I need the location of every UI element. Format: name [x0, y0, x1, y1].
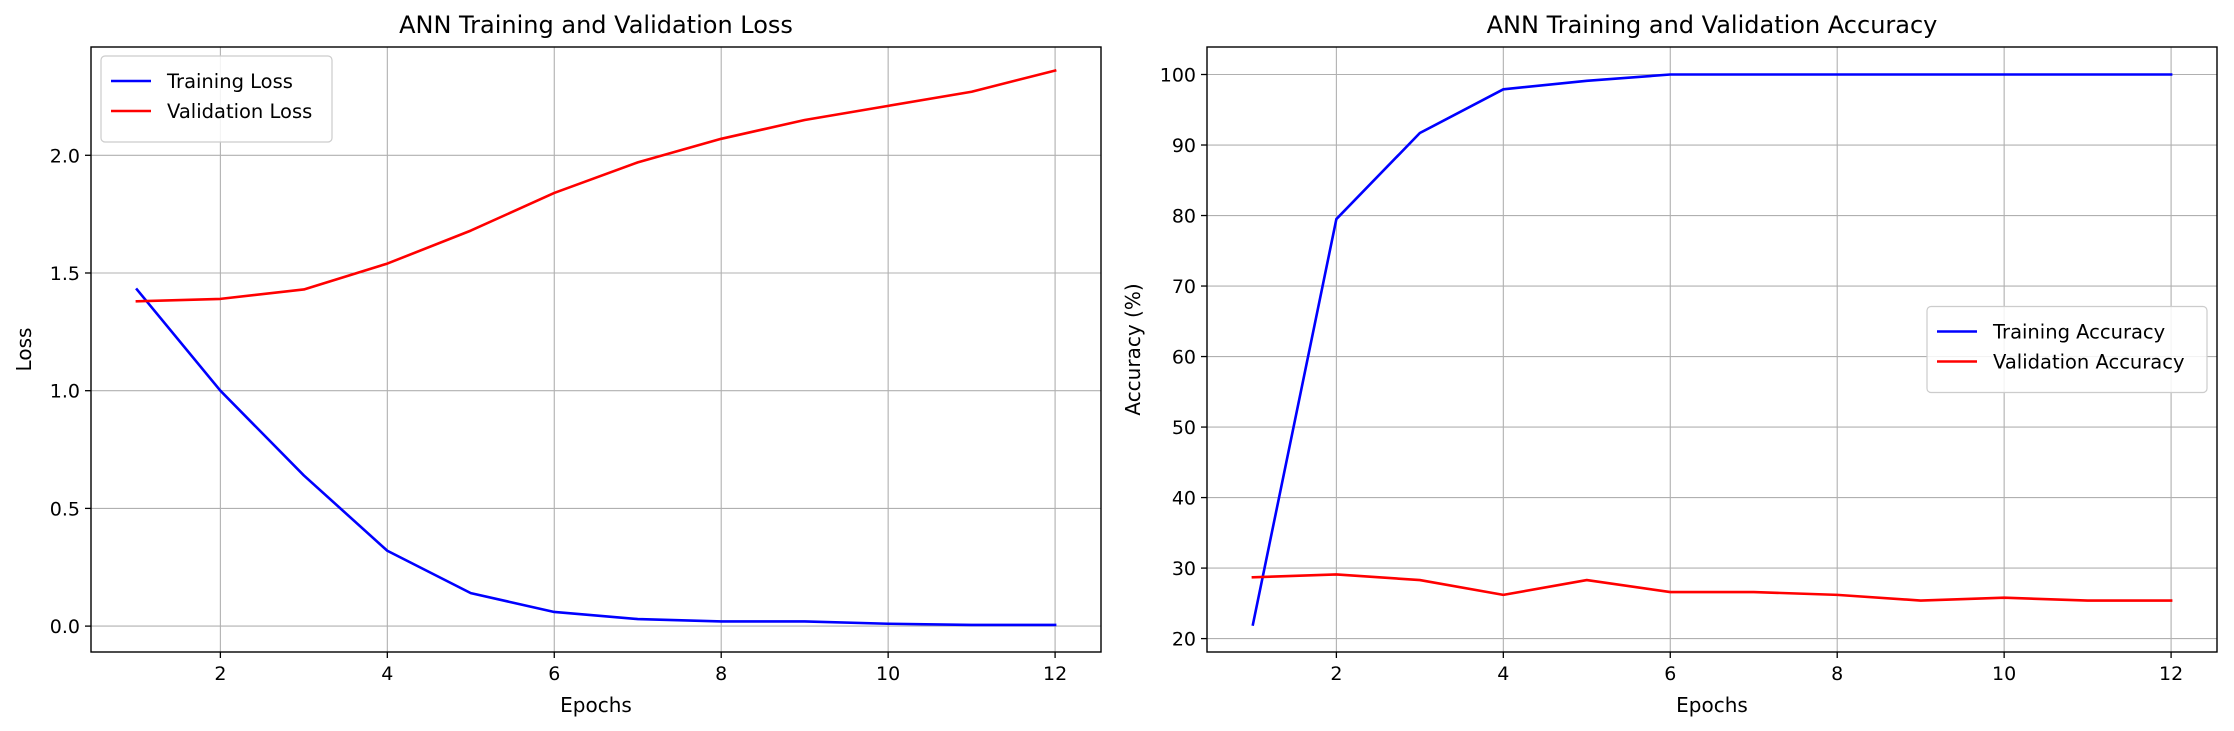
- y-tick-label: 30: [1172, 558, 1196, 580]
- axes-frame: [90, 46, 1102, 653]
- x-axis-label: Epochs: [1676, 693, 1748, 717]
- chart-title: ANN Training and Validation Loss: [399, 11, 793, 39]
- x-tick-label: 6: [1664, 663, 1676, 685]
- y-tick-label: 40: [1172, 488, 1196, 510]
- x-tick-label: 8: [1831, 663, 1843, 685]
- legend: Training Loss Validation Loss: [100, 55, 333, 143]
- x-tick-label: 10: [876, 663, 900, 685]
- x-tick-label: 4: [381, 663, 393, 685]
- y-tick-label: 0.0: [50, 616, 80, 638]
- series-line-2: [1251, 573, 2173, 602]
- x-tick-label: 2: [214, 663, 226, 685]
- y-tick-label: 90: [1172, 135, 1196, 157]
- plot-area: [91, 47, 1101, 652]
- y-tick-label: 70: [1172, 276, 1196, 298]
- y-tick-label: 60: [1172, 347, 1196, 369]
- x-tick-label: 12: [2159, 663, 2183, 685]
- y-tick-label: 2.0: [50, 145, 80, 167]
- series-line-1: [1251, 73, 2173, 627]
- series-line-1: [135, 287, 1057, 627]
- legend-box: [100, 55, 333, 143]
- x-tick-label: 8: [715, 663, 727, 685]
- x-tick-label: 4: [1497, 663, 1509, 685]
- legend: Training Accuracy Validation Accuracy: [1926, 305, 2208, 394]
- y-tick-label: 50: [1172, 417, 1196, 439]
- y-tick-label: 0.5: [50, 498, 80, 520]
- chart-2: 2 4 6 8 10 12 20 30 40 50 60 70 80 90 100 ANN Training …: [1121, 11, 2218, 717]
- legend-label: Validation Loss: [167, 100, 312, 123]
- x-tick-label: 10: [1992, 663, 2016, 685]
- chart-title: ANN Training and Validation Accuracy: [1487, 11, 1938, 39]
- series-line-2: [135, 68, 1057, 303]
- legend-label: Validation Accuracy: [1993, 351, 2185, 374]
- axes-frame: [1206, 46, 2218, 653]
- y-tick-label: 1.0: [50, 381, 80, 403]
- x-tick-label: 6: [548, 663, 560, 685]
- y-axis-label: Accuracy (%): [1121, 283, 1145, 415]
- y-tick-label: 1.5: [50, 263, 80, 285]
- x-axis-label: Epochs: [560, 693, 632, 717]
- x-tick-label: 2: [1330, 663, 1342, 685]
- y-tick-label: 20: [1172, 629, 1196, 651]
- y-tick-label: 80: [1172, 206, 1196, 228]
- y-tick-label: 100: [1160, 65, 1196, 87]
- legend-label: Training Accuracy: [1992, 321, 2165, 344]
- legend-box: [1926, 305, 2208, 394]
- legend-label: Training Loss: [166, 70, 293, 93]
- chart-1: 2 4 6 8 10 12 0.0 0.5 1.0 1.5 2.0 ANN Training and …: [12, 11, 1102, 717]
- x-tick-label: 12: [1043, 663, 1067, 685]
- y-axis-label: Loss: [12, 328, 36, 372]
